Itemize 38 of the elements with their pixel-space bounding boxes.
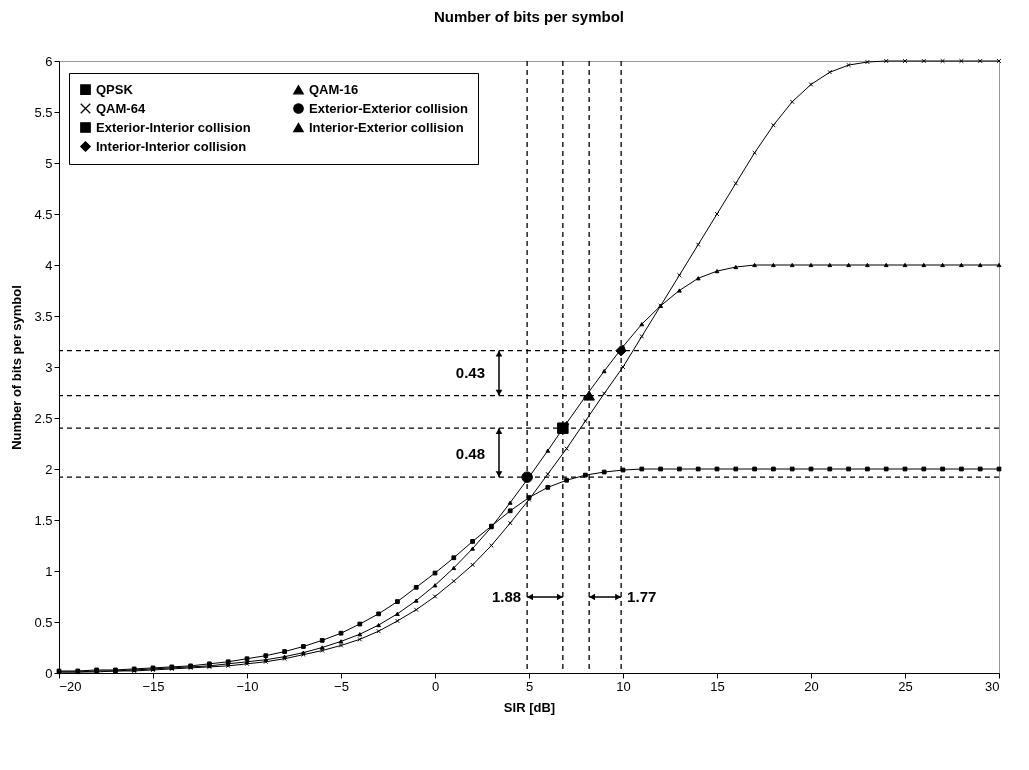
y-tick-label: 2.5 (34, 410, 53, 426)
x-tick-label: 30 (985, 678, 1000, 694)
x-tick-label: −15 (142, 678, 165, 694)
annotation: 0.48 (455, 445, 485, 463)
x-tick-label: −5 (334, 678, 349, 694)
x-tick-label: 20 (804, 678, 819, 694)
legend-label: QAM-16 (309, 81, 359, 97)
annotation: 1.88 (491, 588, 522, 605)
x-tick-label: 25 (898, 678, 913, 694)
y-tick-label: 3.5 (34, 308, 53, 324)
y-tick-label: 0.5 (34, 614, 53, 630)
x-tick-label: −20 (59, 678, 82, 694)
y-axis-title: Number of bits per symbol (9, 285, 25, 450)
y-tick-label: 1 (45, 563, 53, 579)
x-tick-label: −10 (236, 678, 259, 694)
x-tick-label: 15 (710, 678, 725, 694)
x-tick-label: 10 (616, 678, 631, 694)
x-tick-label: 0 (431, 678, 440, 694)
annotation: 0.43 (455, 363, 485, 381)
legend-label: QAM-64 (96, 100, 146, 116)
legend-label: Exterior-Interior collision (96, 119, 251, 135)
y-tick-label: 5.5 (34, 104, 53, 120)
y-tick-label: 3 (45, 359, 53, 375)
y-tick-label: 6 (45, 53, 53, 69)
y-tick-label: 5 (45, 155, 53, 171)
annotation: 1.77 (627, 588, 657, 605)
legend-label: Interior-Interior collision (96, 138, 247, 154)
x-tick-label: 5 (525, 678, 534, 694)
x-axis-title: SIR [dB] (503, 699, 556, 715)
legend-label: QPSK (96, 81, 134, 97)
y-tick-label: 0 (45, 665, 53, 681)
y-tick-label: 2 (45, 461, 53, 477)
y-tick-label: 4 (45, 257, 53, 273)
legend-label: Exterior-Exterior collision (309, 100, 468, 116)
chart-title: Number of bits per symbol (433, 8, 625, 25)
y-tick-label: 1.5 (34, 512, 53, 528)
legend-label: Interior-Exterior collision (309, 119, 464, 135)
y-tick-label: 4.5 (34, 206, 53, 222)
